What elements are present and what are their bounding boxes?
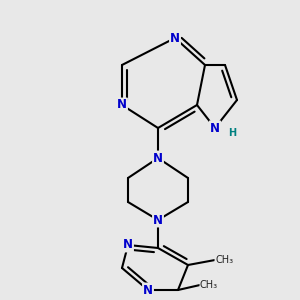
Text: N: N: [153, 152, 163, 164]
Text: N: N: [123, 238, 133, 251]
Text: N: N: [117, 98, 127, 112]
Text: N: N: [153, 214, 163, 226]
Text: N: N: [210, 122, 220, 134]
Text: CH₃: CH₃: [200, 280, 218, 290]
Text: N: N: [210, 122, 220, 134]
Text: N: N: [143, 284, 153, 296]
Text: H: H: [228, 128, 236, 138]
Text: N: N: [170, 32, 180, 44]
Text: CH₃: CH₃: [215, 255, 233, 265]
